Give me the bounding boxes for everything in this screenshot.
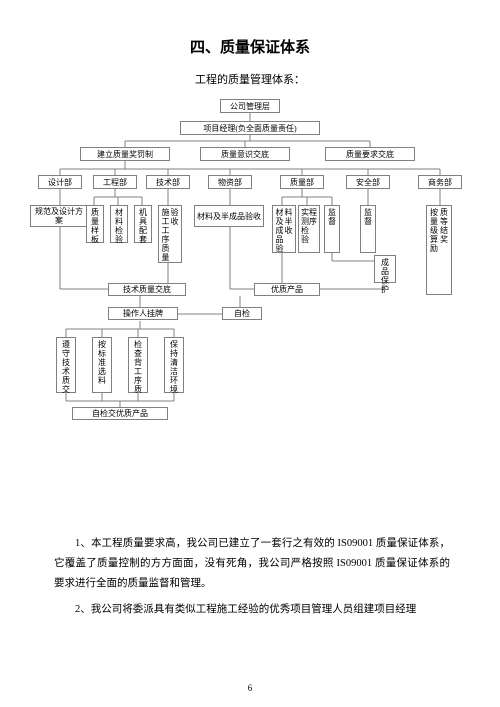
- node-select-material: 按标准选料: [92, 337, 112, 393]
- node-material-semi-accept-1: 材料及半成品验收: [194, 205, 264, 227]
- node-tech-dept: 技术部: [146, 175, 190, 189]
- node-quality-product: 优质产品: [254, 283, 320, 296]
- node-spec-design: 规范及设计方案: [30, 205, 88, 227]
- node-operator-card: 操作人挂牌: [108, 307, 178, 320]
- body-paragraph-1: 1、本工程质量要求高，我公司已建立了一套行之有效的 IS09001 质量保证体系…: [54, 534, 450, 594]
- node-safety-dept: 安全部: [346, 175, 390, 189]
- node-material-check: 材料检验: [110, 205, 128, 243]
- node-material-dept: 物资部: [208, 175, 252, 189]
- page-subtitle: 工程的质量管理体系：: [0, 57, 500, 87]
- flowchart: 公司管理层 项目经理(负全面质量责任) 建立质量奖罚制 质量意识交底 质量要求交…: [30, 97, 470, 457]
- body-paragraph-2: 2、我公司将委派具有类似工程施工经验的优秀项目管理人员组建项目经理: [54, 600, 450, 620]
- node-keep-clean: 保持清洁环境: [164, 337, 184, 393]
- page-number: 6: [0, 683, 500, 693]
- node-supervise-1: 监督: [324, 205, 340, 253]
- node-self-check: 自检: [222, 307, 262, 320]
- node-design-dept: 设计部: [38, 175, 82, 189]
- node-settle-reward: 按量级算励 质等结奖: [426, 205, 452, 295]
- node-project-manager: 项目经理(负全面质量责任): [180, 121, 320, 135]
- node-business-dept: 商务部: [418, 175, 462, 189]
- node-check-prev-process: 检查背工序质: [128, 337, 148, 393]
- node-finished-protect: 成品保护: [374, 255, 396, 283]
- node-measure-procedure: 实测检验 程序: [298, 205, 320, 253]
- node-company-mgmt: 公司管理层: [220, 99, 280, 113]
- node-selfcheck-deliver: 自检交优质产品: [72, 407, 168, 420]
- page-title: 四、质量保证体系: [0, 0, 500, 57]
- node-follow-disclosure: 遵守技术质交: [56, 337, 76, 393]
- node-tech-quality-disclosure: 技术质量交底: [108, 283, 186, 296]
- node-quality-dept: 质量部: [280, 175, 324, 189]
- node-supervise-2: 监督: [360, 205, 376, 253]
- node-quality-requirement: 质量要求交底: [325, 147, 415, 161]
- node-quality-awareness: 质量意识交底: [200, 147, 290, 161]
- node-engineering-dept: 工程部: [93, 175, 137, 189]
- node-tool-set: 机具配套: [134, 205, 152, 243]
- node-material-semi-accept-2: 材及成品验 料半收: [272, 205, 296, 253]
- node-process-acceptance: 施工工序质量 验收: [158, 205, 182, 263]
- node-quality-sample: 质量样板: [86, 205, 104, 243]
- node-reward-penalty: 建立质量奖罚制: [80, 147, 170, 161]
